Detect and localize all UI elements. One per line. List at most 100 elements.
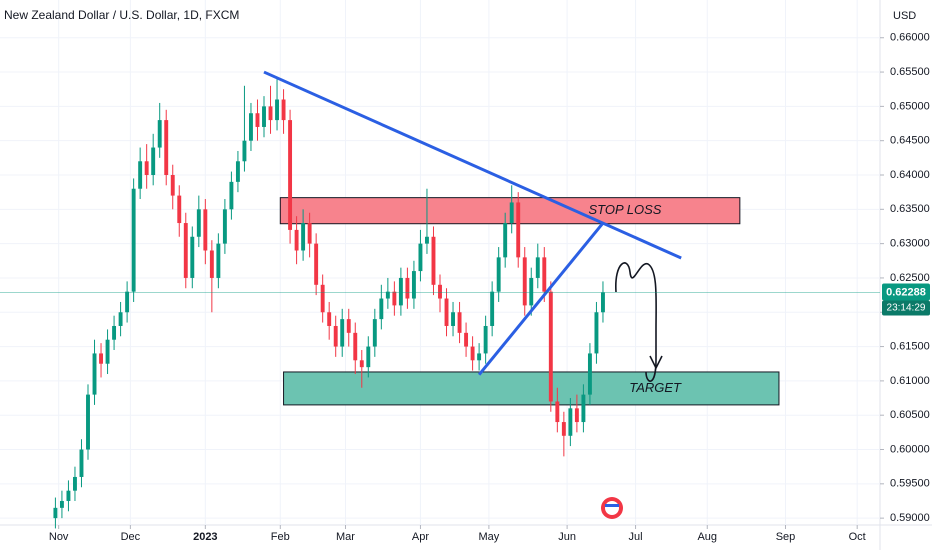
candle-body (320, 284, 325, 313)
last-price-box (882, 283, 930, 301)
y-tick-label: 0.60500 (890, 409, 930, 421)
candle-body (372, 319, 377, 347)
candle-body (353, 332, 358, 361)
candle-body (379, 298, 384, 320)
candle-body (66, 490, 71, 501)
candle-body (398, 277, 403, 306)
candle-body (470, 346, 475, 361)
y-tick-label: 0.65500 (890, 66, 930, 78)
candle-body (548, 291, 553, 402)
countdown-box (882, 300, 930, 316)
candle-body (542, 257, 547, 292)
candle-body (561, 422, 566, 436)
candle-body (203, 209, 208, 251)
candle-body (574, 408, 579, 423)
candle-body (405, 277, 410, 299)
candle-body (529, 277, 534, 306)
y-tick-label: 0.64000 (890, 169, 930, 181)
candle-body (522, 257, 527, 306)
x-tick-label: 2023 (193, 531, 217, 543)
candle-body (340, 319, 345, 347)
candle-body (131, 188, 136, 292)
candles (53, 78, 605, 529)
candle-body (125, 291, 130, 313)
y-tick-label: 0.60000 (890, 443, 930, 455)
candle-body (209, 250, 214, 278)
candle-body (59, 500, 64, 508)
logo-band (605, 504, 619, 507)
candle-body (99, 353, 103, 364)
candle-body (151, 147, 156, 175)
y-tick-label: 0.59500 (890, 478, 930, 490)
candle-body (105, 339, 110, 364)
candle-body (92, 353, 97, 395)
candle-body (555, 401, 560, 423)
candle-body (483, 325, 488, 354)
trend-lines (263, 70, 682, 376)
trend-line (477, 222, 605, 376)
x-tick-label: May (478, 531, 499, 543)
y-tick-label: 0.63000 (890, 238, 930, 250)
candle-body (366, 346, 371, 368)
candle-body (73, 476, 77, 491)
candle-body (535, 257, 540, 278)
arrow-head (649, 355, 663, 370)
candle-body (594, 312, 599, 354)
last-price-label: 0.62288 (886, 286, 926, 298)
trend-line (263, 70, 682, 260)
y-tick-label: 0.64500 (890, 135, 930, 147)
candle-body (177, 195, 182, 224)
x-tick-label: Jun (558, 531, 576, 543)
x-tick-label: Mar (336, 531, 355, 543)
candle-body (86, 394, 90, 450)
candle-body (79, 449, 84, 477)
candle-body (235, 161, 240, 182)
x-tick-label: Dec (121, 531, 141, 543)
candle-body (307, 223, 312, 244)
candle-body (138, 161, 143, 189)
candle-body (262, 106, 266, 127)
candle-body (294, 229, 299, 251)
candle-body (288, 120, 293, 230)
x-tick-label: Jul (629, 531, 643, 543)
candle-body (601, 292, 605, 313)
x-tick-label: Oct (849, 531, 866, 543)
candle-body (333, 325, 338, 347)
x-tick-label: Nov (49, 531, 69, 543)
candle-body (509, 202, 514, 224)
candle-body (411, 271, 416, 299)
candle-body (281, 99, 286, 121)
candle-body (144, 161, 149, 175)
candle-body (418, 243, 423, 272)
candle-body (444, 298, 449, 326)
candle-body (268, 106, 273, 121)
x-tick-label: Feb (271, 531, 290, 543)
candle-body (503, 223, 508, 258)
x-tick-label: Apr (412, 531, 429, 543)
chart-title: New Zealand Dollar / U.S. Dollar, 1D, FX… (4, 8, 239, 22)
candle-body (118, 312, 123, 326)
y-tick-label: 0.65000 (890, 100, 930, 112)
y-tick-label: 0.62500 (890, 272, 930, 284)
countdown-label: 23:14:29 (887, 303, 926, 314)
candle-body (457, 312, 462, 333)
candle-body (451, 312, 455, 326)
candle-body (255, 113, 260, 127)
candle-body (275, 99, 279, 121)
candle-body (112, 325, 117, 340)
y-tick-label: 0.61000 (890, 375, 930, 387)
projection-arrow (615, 262, 657, 382)
y-tick-label: 0.66000 (890, 32, 930, 44)
candle-body (157, 120, 162, 148)
candle-body (431, 236, 436, 285)
candle-body (314, 243, 319, 285)
y-tick-label: 0.59000 (890, 512, 930, 524)
watermark-logo (601, 497, 623, 519)
x-tick-label: Sep (776, 531, 796, 543)
candle-body (496, 257, 501, 292)
candle-body (196, 209, 201, 237)
candle-body (346, 319, 351, 333)
axis-unit: USD (893, 10, 916, 22)
